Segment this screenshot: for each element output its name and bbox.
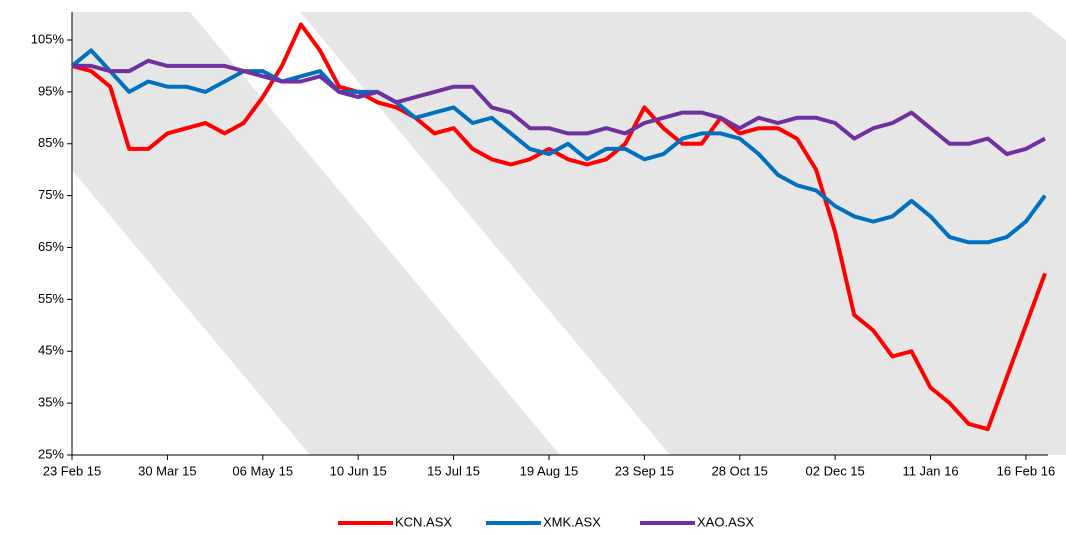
series-line: [70, 48, 1047, 245]
y-tick-label: 85%: [38, 135, 64, 150]
y-tick-label: 45%: [38, 343, 64, 358]
legend-label: XAO.ASX: [697, 514, 754, 529]
x-tick-label: 23 Sep 15: [615, 463, 674, 478]
x-tick-label: 02 Dec 15: [806, 463, 865, 478]
x-tick-label: 10 Jun 15: [330, 463, 387, 478]
x-tick-label: 11 Jan 16: [902, 463, 958, 478]
y-tick-label: 95%: [38, 83, 64, 98]
series-line: [72, 58, 1046, 157]
y-tick-label: 55%: [38, 291, 64, 306]
x-tick-label: 19 Aug 15: [520, 463, 579, 478]
y-tick-label: 25%: [38, 446, 64, 461]
background-band: [72, 12, 310, 455]
x-tick-label: 06 May 15: [232, 463, 293, 478]
background-band: [300, 12, 1066, 455]
y-tick-label: 105%: [31, 31, 65, 46]
y-tick-label: 75%: [38, 187, 64, 202]
y-tick-label: 35%: [38, 395, 64, 410]
x-tick-label: 30 Mar 15: [138, 463, 197, 478]
x-tick-label: 28 Oct 15: [712, 463, 768, 478]
legend-label: XMK.ASX: [543, 514, 601, 529]
legend-label: KCN.ASX: [395, 514, 452, 529]
x-tick-label: 15 Jul 15: [427, 463, 480, 478]
x-tick-label: 16 Feb 16: [997, 463, 1056, 478]
series-line: [71, 22, 1047, 432]
x-tick-label: 23 Feb 15: [43, 463, 102, 478]
y-tick-label: 65%: [38, 239, 64, 254]
